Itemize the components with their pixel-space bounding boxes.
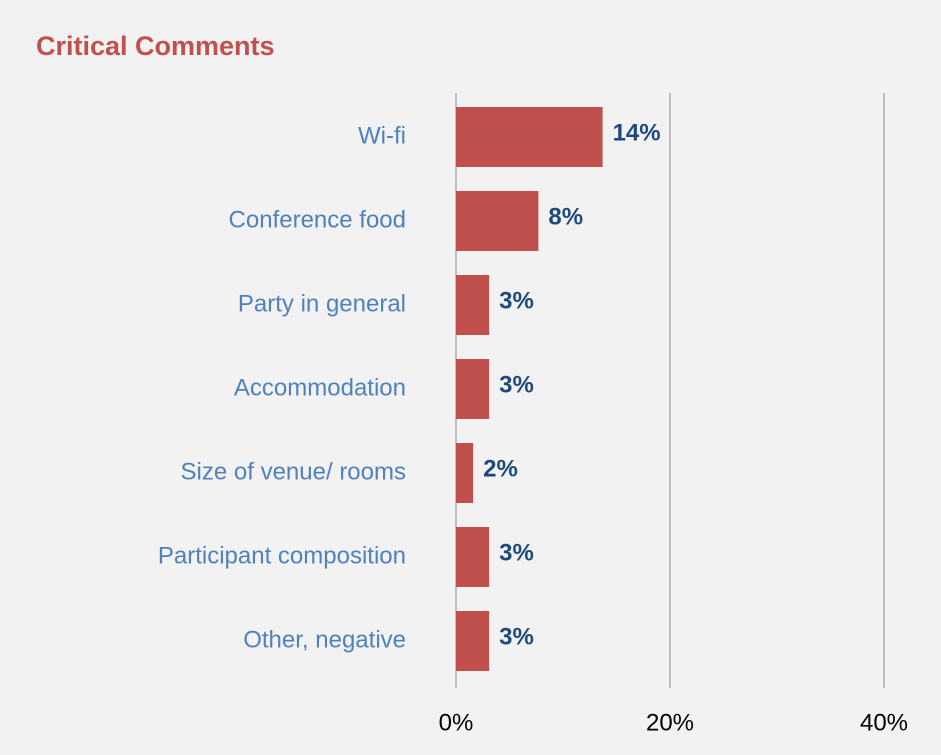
y-tick-label: Participant composition bbox=[158, 542, 406, 569]
bar bbox=[456, 611, 490, 671]
bar bbox=[456, 191, 539, 251]
y-tick-label: Accommodation bbox=[234, 374, 406, 401]
y-tick-label: Wi-fi bbox=[358, 122, 406, 149]
value-label: 2% bbox=[483, 455, 518, 482]
value-label: 8% bbox=[548, 203, 583, 230]
value-label: 3% bbox=[499, 287, 534, 314]
x-tick-label: 20% bbox=[646, 709, 694, 736]
bar bbox=[456, 107, 603, 167]
y-tick-label: Party in general bbox=[238, 290, 406, 317]
bar bbox=[456, 275, 490, 335]
bar bbox=[456, 527, 490, 587]
value-label: 3% bbox=[499, 623, 534, 650]
bar bbox=[456, 359, 490, 419]
value-label: 14% bbox=[613, 119, 661, 146]
value-label: 3% bbox=[499, 539, 534, 566]
chart-title: Critical Comments bbox=[36, 31, 275, 61]
y-tick-label: Size of venue/ rooms bbox=[181, 458, 406, 485]
x-tick-label: 0% bbox=[439, 709, 474, 736]
value-label: 3% bbox=[499, 371, 534, 398]
y-tick-label: Conference food bbox=[229, 206, 406, 233]
x-tick-label: 40% bbox=[860, 709, 908, 736]
bar bbox=[456, 443, 474, 503]
y-tick-label: Other, negative bbox=[243, 626, 406, 653]
